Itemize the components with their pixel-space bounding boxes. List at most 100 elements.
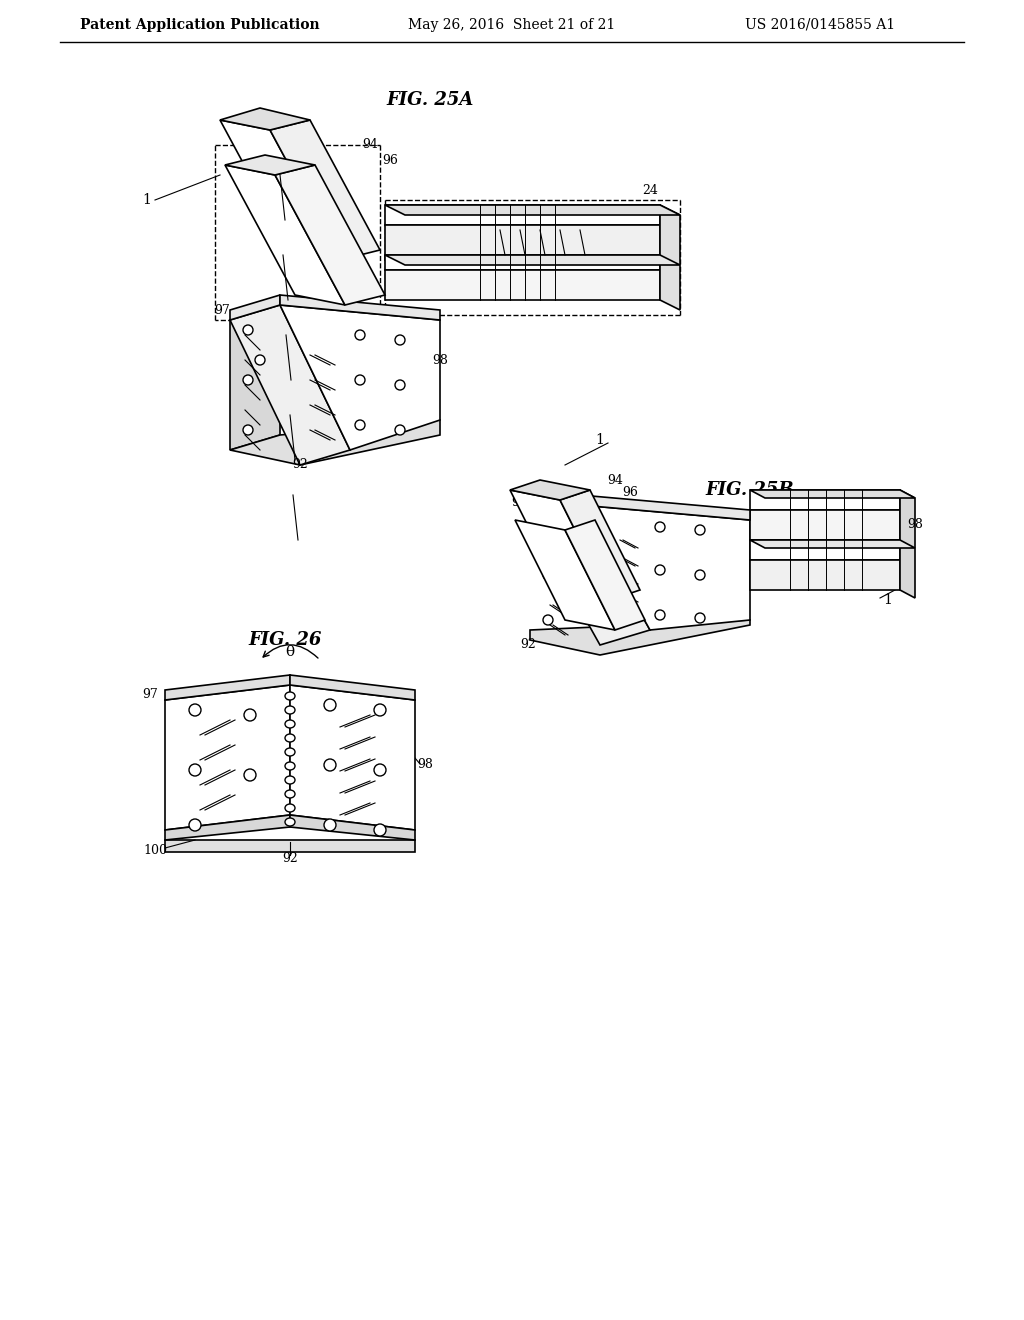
Polygon shape — [230, 305, 280, 450]
Text: FIG. 26: FIG. 26 — [248, 631, 322, 649]
Polygon shape — [530, 620, 750, 655]
Circle shape — [695, 570, 705, 579]
Polygon shape — [580, 506, 750, 630]
Polygon shape — [750, 490, 915, 498]
Polygon shape — [165, 685, 290, 830]
Polygon shape — [270, 120, 380, 260]
Polygon shape — [165, 675, 290, 700]
Circle shape — [543, 520, 553, 531]
Ellipse shape — [285, 804, 295, 812]
Polygon shape — [280, 305, 440, 450]
Text: 100: 100 — [143, 843, 167, 857]
Circle shape — [374, 824, 386, 836]
Text: 98: 98 — [907, 519, 923, 532]
Text: 24: 24 — [572, 273, 588, 286]
Polygon shape — [530, 506, 650, 645]
Ellipse shape — [285, 692, 295, 700]
Circle shape — [189, 764, 201, 776]
Circle shape — [655, 610, 665, 620]
Polygon shape — [560, 490, 640, 601]
Circle shape — [189, 818, 201, 832]
Text: 92: 92 — [283, 851, 298, 865]
Polygon shape — [580, 495, 750, 520]
Text: 98: 98 — [432, 354, 447, 367]
Circle shape — [244, 709, 256, 721]
Circle shape — [324, 818, 336, 832]
Text: US 2016/0145855 A1: US 2016/0145855 A1 — [744, 18, 895, 32]
Polygon shape — [750, 510, 900, 540]
Circle shape — [395, 380, 406, 389]
Polygon shape — [385, 205, 660, 224]
Text: 1: 1 — [655, 223, 665, 238]
Polygon shape — [165, 840, 415, 851]
Circle shape — [555, 550, 565, 560]
Ellipse shape — [285, 789, 295, 799]
Ellipse shape — [285, 776, 295, 784]
Circle shape — [355, 330, 365, 341]
Circle shape — [374, 764, 386, 776]
Text: 1: 1 — [884, 593, 893, 607]
Circle shape — [655, 565, 665, 576]
Circle shape — [374, 704, 386, 715]
Ellipse shape — [285, 762, 295, 770]
Polygon shape — [385, 255, 680, 265]
Polygon shape — [515, 520, 615, 630]
Text: 96: 96 — [622, 486, 638, 499]
Text: θ: θ — [286, 645, 295, 659]
Polygon shape — [230, 305, 350, 465]
Text: FIG. 25B: FIG. 25B — [706, 480, 795, 499]
Circle shape — [243, 375, 253, 385]
Ellipse shape — [285, 734, 295, 742]
Circle shape — [543, 570, 553, 579]
Polygon shape — [385, 224, 660, 260]
Polygon shape — [165, 814, 290, 840]
Polygon shape — [565, 520, 645, 630]
Circle shape — [255, 355, 265, 366]
Circle shape — [324, 700, 336, 711]
Polygon shape — [225, 154, 315, 176]
Ellipse shape — [285, 748, 295, 756]
Ellipse shape — [285, 719, 295, 729]
Text: FIG. 25A: FIG. 25A — [386, 91, 474, 110]
Circle shape — [243, 425, 253, 436]
Ellipse shape — [285, 818, 295, 826]
Text: 97: 97 — [511, 495, 527, 508]
Text: 92: 92 — [520, 639, 536, 652]
Circle shape — [244, 770, 256, 781]
Ellipse shape — [285, 706, 295, 714]
Polygon shape — [510, 490, 610, 601]
Text: 94: 94 — [362, 139, 378, 152]
Circle shape — [355, 420, 365, 430]
Text: 94: 94 — [607, 474, 623, 487]
Polygon shape — [510, 480, 590, 500]
Text: Patent Application Publication: Patent Application Publication — [80, 18, 319, 32]
Polygon shape — [385, 205, 680, 215]
Circle shape — [355, 375, 365, 385]
Text: 92: 92 — [292, 458, 308, 471]
Polygon shape — [290, 814, 415, 840]
Text: 1: 1 — [142, 193, 152, 207]
Polygon shape — [225, 165, 345, 305]
Circle shape — [189, 704, 201, 715]
Circle shape — [695, 525, 705, 535]
Polygon shape — [750, 540, 915, 548]
Text: 97: 97 — [214, 304, 230, 317]
Text: 24: 24 — [642, 183, 658, 197]
Circle shape — [655, 521, 665, 532]
Circle shape — [395, 335, 406, 345]
Polygon shape — [385, 255, 660, 271]
Polygon shape — [230, 294, 280, 319]
Text: 96: 96 — [382, 153, 398, 166]
Polygon shape — [290, 675, 415, 700]
Polygon shape — [750, 490, 900, 510]
Text: 97: 97 — [142, 689, 158, 701]
Circle shape — [395, 425, 406, 436]
Polygon shape — [290, 685, 415, 830]
Polygon shape — [750, 540, 900, 560]
Polygon shape — [750, 560, 900, 590]
Polygon shape — [220, 108, 310, 129]
Polygon shape — [660, 205, 680, 310]
Polygon shape — [530, 495, 580, 520]
Polygon shape — [220, 120, 340, 260]
Circle shape — [243, 325, 253, 335]
